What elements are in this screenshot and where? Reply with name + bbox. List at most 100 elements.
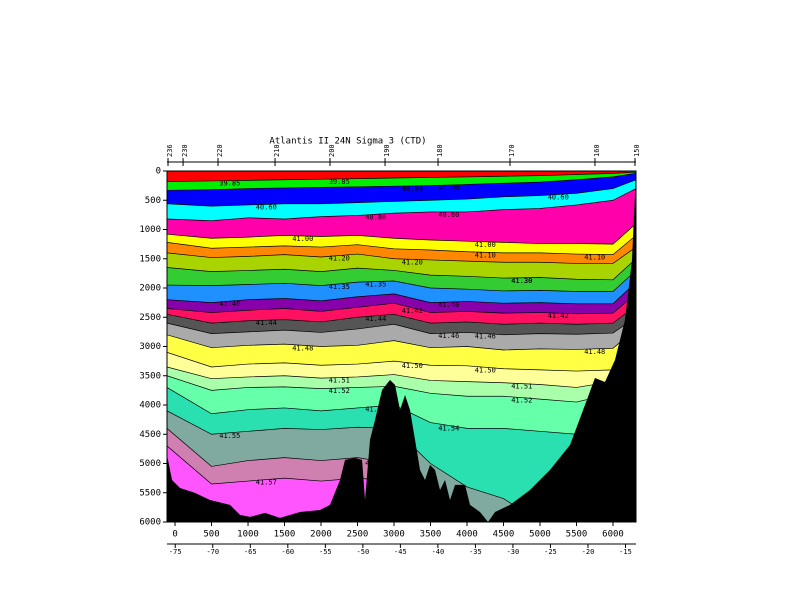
y-tick-label: 3500 xyxy=(139,371,161,381)
x-tick-label: 5500 xyxy=(566,530,588,540)
contour-label: 41.44 xyxy=(256,319,277,327)
contour-label: 41.20 xyxy=(329,255,350,263)
contour-line xyxy=(167,328,636,351)
y-tick-label: 1000 xyxy=(139,225,161,235)
contour-label: 41.50 xyxy=(402,362,423,370)
station-label: 160 xyxy=(593,144,601,157)
x2-tick-label: -60 xyxy=(281,548,294,556)
station-label: 220 xyxy=(216,144,224,157)
y-tick-label: 1500 xyxy=(139,254,161,264)
x2-tick-label: -45 xyxy=(394,548,407,556)
x2-tick-label: -50 xyxy=(357,548,370,556)
contour-label: 40.60 xyxy=(548,193,569,201)
contour-line xyxy=(167,293,636,315)
y-tick-label: 5500 xyxy=(139,488,161,498)
contour-line xyxy=(167,381,636,435)
x2-tick-label: -15 xyxy=(619,548,632,556)
contour-label: 41.35 xyxy=(329,283,350,291)
axes: 0500100015002000250030003500400045005000… xyxy=(139,144,641,556)
contour-line xyxy=(167,305,636,325)
contour-label: 41.54 xyxy=(365,405,386,413)
x-tick-label: 4500 xyxy=(493,530,515,540)
contour-label: 41.00 xyxy=(475,241,496,249)
contour-line xyxy=(167,172,636,191)
station-label: 200 xyxy=(328,144,336,157)
y-tick-label: 500 xyxy=(145,196,161,206)
contour-label: 41.54 xyxy=(438,424,459,432)
y-tick-label: 2500 xyxy=(139,313,161,323)
contour-label: 40.00 xyxy=(402,185,423,193)
x-tick-label: 4000 xyxy=(456,530,478,540)
x-tick-label: 5000 xyxy=(529,530,551,540)
contour-label: 41.57 xyxy=(256,479,277,487)
contour-line xyxy=(167,316,636,336)
contour-band xyxy=(167,445,636,522)
station-label: 210 xyxy=(273,144,281,157)
contour-label: 39.85 xyxy=(329,178,350,186)
contour-label: 41.40 xyxy=(219,300,240,308)
x2-tick-label: -35 xyxy=(469,548,482,556)
x-tick-label: 3000 xyxy=(383,530,405,540)
contour-line xyxy=(167,235,636,256)
contour-label: 41.10 xyxy=(475,251,496,259)
y-tick-label: 0 xyxy=(156,167,161,177)
contour-line xyxy=(167,258,636,281)
contour-label: 41.10 xyxy=(584,253,605,261)
contour-label: 41.35 xyxy=(365,281,386,289)
contour-label: 41.30 xyxy=(511,277,532,285)
contour-label: 41.30 xyxy=(511,277,532,285)
contour-label: 41.20 xyxy=(402,258,423,266)
station-label: 236 xyxy=(166,144,174,157)
contour-line xyxy=(167,281,636,305)
x-tick-label: 0 xyxy=(172,530,177,540)
contour-label: 41.51 xyxy=(511,383,532,391)
contour-label: 41.51 xyxy=(329,377,350,385)
station-label: 190 xyxy=(383,144,391,157)
x-tick-label: 2500 xyxy=(347,530,369,540)
contour-label: 41.52 xyxy=(329,387,350,395)
y-tick-label: 6000 xyxy=(139,518,161,528)
contour-label: 41.42 xyxy=(402,307,423,315)
contour-line xyxy=(167,171,636,182)
contour-line xyxy=(167,246,636,264)
x2-tick-label: -30 xyxy=(507,548,520,556)
contour-line xyxy=(167,270,636,292)
contour-label: 40.80 xyxy=(365,213,386,221)
x2-tick-label: -25 xyxy=(544,548,557,556)
contour-label: 40.00 xyxy=(438,184,459,192)
station-label: 170 xyxy=(508,144,516,157)
contour-line xyxy=(167,357,636,388)
plot-area: 39.85 39.85 40.00 40.00 40.60 40.60 40.80 40.80… xyxy=(167,171,636,522)
contour-label: 39.85 xyxy=(219,180,240,188)
contour-line xyxy=(167,223,636,245)
contour-label: 40.60 xyxy=(256,203,277,211)
chart-title: Atlantis II 24N Sigma 3 (CTD) xyxy=(269,137,426,147)
x-tick-label: 3500 xyxy=(420,530,442,540)
contour-label: 41.55 xyxy=(219,432,240,440)
x-tick-label: 1000 xyxy=(237,530,259,540)
contour-line xyxy=(167,188,636,222)
x2-tick-label: -75 xyxy=(169,548,182,556)
station-label: 180 xyxy=(436,144,444,157)
contour-label: 41.48 xyxy=(292,344,313,352)
contour-label: 41.44 xyxy=(365,315,386,323)
y-tick-label: 3000 xyxy=(139,342,161,352)
contour-label: 41.40 xyxy=(438,301,459,309)
contour-label: 41.46 xyxy=(475,333,496,341)
x2-tick-label: -70 xyxy=(206,548,219,556)
x-tick-label: 500 xyxy=(203,530,219,540)
contour-label: 41.52 xyxy=(511,397,532,405)
x2-tick-label: -65 xyxy=(244,548,257,556)
y-tick-label: 2000 xyxy=(139,284,161,294)
contour-label: 41.50 xyxy=(475,366,496,374)
contour-label: 41.46 xyxy=(438,332,459,340)
x-tick-label: 2000 xyxy=(310,530,332,540)
contour-label: 41.48 xyxy=(584,348,605,356)
x2-tick-label: -55 xyxy=(319,548,332,556)
x2-tick-label: -20 xyxy=(582,548,595,556)
x2-tick-label: -40 xyxy=(432,548,445,556)
y-tick-label: 5000 xyxy=(139,459,161,469)
y-tick-label: 4500 xyxy=(139,430,161,440)
contour-label: 40.80 xyxy=(438,211,459,219)
